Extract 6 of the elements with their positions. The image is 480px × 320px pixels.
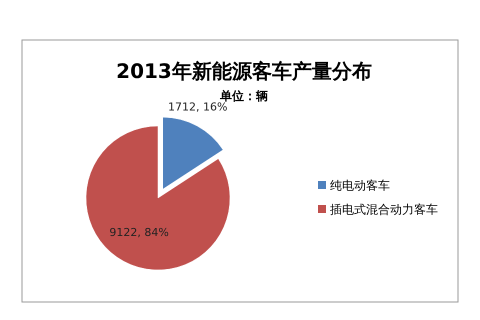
data-label: 1712, 16% [168,100,228,114]
legend-label: 插电式混合动力客车 [330,202,438,216]
chart-title: 2013年新能源客车产量分布 [116,59,372,83]
data-label: 9122, 84% [109,226,169,239]
legend-label: 纯电动客车 [330,178,390,192]
chart-subtitle: 单位：辆 [219,89,268,103]
